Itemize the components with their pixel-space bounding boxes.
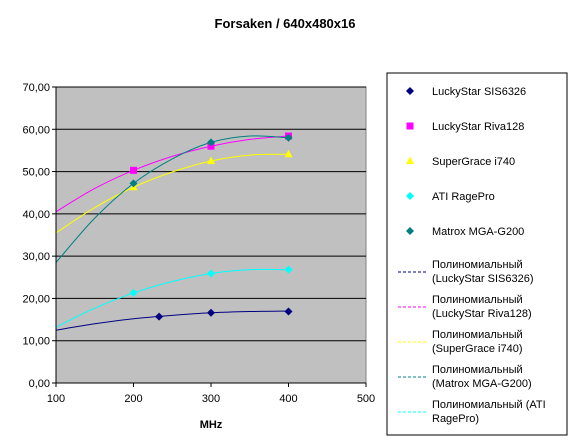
legend-label-ati-ragepro: Полиномиальный (ATI RagePro) bbox=[432, 399, 546, 425]
x-tick-label: 400 bbox=[279, 393, 297, 405]
legend-marker-matrox-mga-g200 bbox=[406, 227, 414, 235]
y-tick-label: 60,00 bbox=[22, 124, 50, 136]
y-tick-label: 30,00 bbox=[22, 251, 50, 263]
legend-label-matrox-mga-g200: Полиномиальный (Matrox MGA-G200) bbox=[432, 364, 532, 390]
data-point-ati-ragepro bbox=[284, 265, 293, 274]
axes: 0,00 10,00 20,00 30,00 40,00 50,00 60,00 70,00 1… bbox=[22, 82, 375, 405]
data-point-supergrace-i740 bbox=[284, 149, 293, 158]
legend-label-luckystar-riva128: LuckyStar Riva128 bbox=[432, 121, 524, 133]
gridlines bbox=[56, 86, 366, 342]
data-point-matrox-mga-g200 bbox=[284, 133, 293, 142]
legend-label-ati-ragepro: ATI RagePro bbox=[432, 191, 495, 203]
trendline-matrox-mga-g200 bbox=[55, 135, 289, 263]
y-tick-label: 0,00 bbox=[29, 378, 50, 390]
data-point-supergrace-i740 bbox=[207, 156, 215, 164]
y-tick-label: 40,00 bbox=[22, 209, 50, 221]
trendline-ati-ragepro bbox=[55, 268, 289, 328]
x-axis-title: MHz bbox=[200, 419, 223, 431]
x-tick-label: 500 bbox=[357, 393, 375, 405]
data-point-ati-ragepro bbox=[207, 269, 215, 278]
y-tick-label: 20,00 bbox=[22, 293, 50, 305]
legend-marker-luckystar-sis6326 bbox=[406, 87, 414, 95]
data-point-matrox-mga-g200 bbox=[207, 138, 215, 147]
legend-label-luckystar-sis6326: LuckyStar SIS6326 bbox=[432, 86, 526, 98]
legend bbox=[386, 72, 568, 436]
y-tick-label: 50,00 bbox=[22, 167, 50, 179]
data-point-luckystar-sis6326 bbox=[207, 308, 215, 317]
trendline-luckystar-sis6326 bbox=[55, 310, 289, 331]
trendline-supergrace-i740 bbox=[55, 153, 289, 234]
legend-label-luckystar-riva128: Полиномиальный (LuckyStar Riva128) bbox=[432, 294, 532, 320]
legend-label-luckystar-sis6326: Полиномиальный (LuckyStar SIS6326) bbox=[432, 259, 534, 285]
data-point-luckystar-sis6326 bbox=[284, 307, 293, 316]
y-tick-label: 70,00 bbox=[22, 82, 50, 94]
legend-entries: LuckyStar SIS6326 LuckyStar Riva128 SuperG… bbox=[398, 86, 546, 425]
legend-marker-ati-ragepro bbox=[406, 192, 414, 200]
data-point-matrox-mga-g200 bbox=[129, 179, 138, 188]
y-tick-label: 10,00 bbox=[22, 336, 50, 348]
x-tick-label: 200 bbox=[124, 393, 142, 405]
plot-area bbox=[55, 86, 367, 384]
trendlines bbox=[55, 135, 289, 331]
legend-label-matrox-mga-g200: Matrox MGA-G200 bbox=[432, 226, 524, 238]
x-tick-label: 300 bbox=[202, 393, 220, 405]
legend-marker-luckystar-riva128 bbox=[406, 122, 414, 130]
data-point-luckystar-sis6326 bbox=[155, 312, 164, 321]
chart-title: Forsaken / 640x480x16 bbox=[215, 16, 356, 31]
x-tick-label: 100 bbox=[47, 393, 65, 405]
legend-marker-supergrace-i740 bbox=[406, 156, 414, 164]
trendline-luckystar-riva128 bbox=[55, 135, 289, 213]
data-point-luckystar-riva128 bbox=[130, 166, 137, 174]
legend-label-supergrace-i740: SuperGrace i740 bbox=[432, 156, 515, 168]
data-markers bbox=[129, 132, 293, 321]
legend-label-supergrace-i740: Полиномиальный (SuperGrace i740) bbox=[432, 329, 523, 355]
data-point-ati-ragepro bbox=[129, 288, 138, 297]
